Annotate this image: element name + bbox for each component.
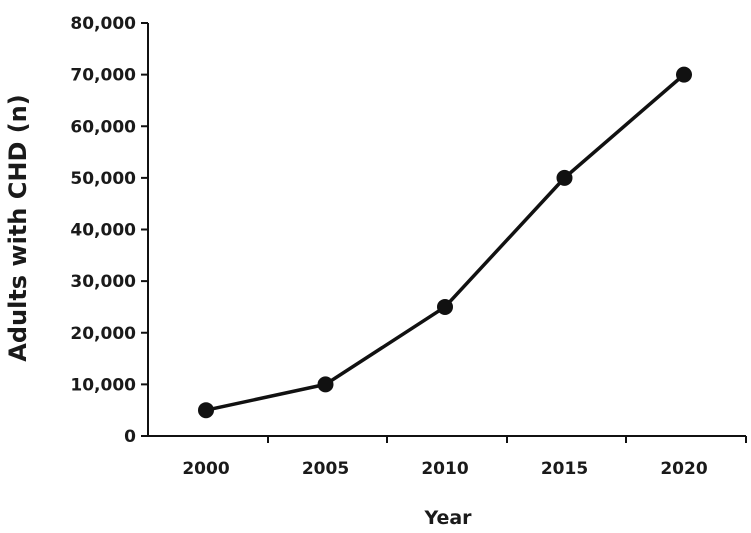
y-tick-label: 40,000 [70, 221, 136, 241]
y-tick-label: 10,000 [70, 375, 136, 395]
y-tick-label: 70,000 [70, 66, 136, 86]
y-tick-label: 60,000 [70, 117, 136, 137]
y-tick-label: 20,000 [70, 324, 136, 344]
x-tick-label: 2015 [541, 459, 588, 479]
x-axis-title: Year [423, 507, 472, 529]
y-tick-label: 30,000 [70, 272, 136, 292]
data-point [198, 402, 214, 419]
y-axis-ticks: 0 10,000 20,000 30,000 40,000 50,000 60,000 70,… [70, 14, 148, 447]
y-tick-label: 0 [124, 427, 136, 447]
data-point [676, 66, 692, 83]
axes [147, 23, 746, 437]
y-tick-label: 50,000 [70, 169, 136, 189]
data-point [556, 169, 573, 186]
x-tick-label: 2010 [421, 459, 468, 479]
x-axis-ticks: 2000 2005 2010 2015 2020 [182, 436, 747, 479]
data-point [437, 298, 453, 315]
data-point [317, 376, 334, 393]
x-tick-label: 2000 [182, 459, 229, 479]
series-line [205, 73, 686, 412]
series-layer [198, 66, 692, 419]
y-axis-title: Adults with CHD (n) [4, 94, 32, 362]
x-tick-label: 2020 [660, 459, 707, 479]
x-tick-label: 2005 [302, 459, 349, 479]
y-tick-label: 80,000 [70, 14, 136, 34]
